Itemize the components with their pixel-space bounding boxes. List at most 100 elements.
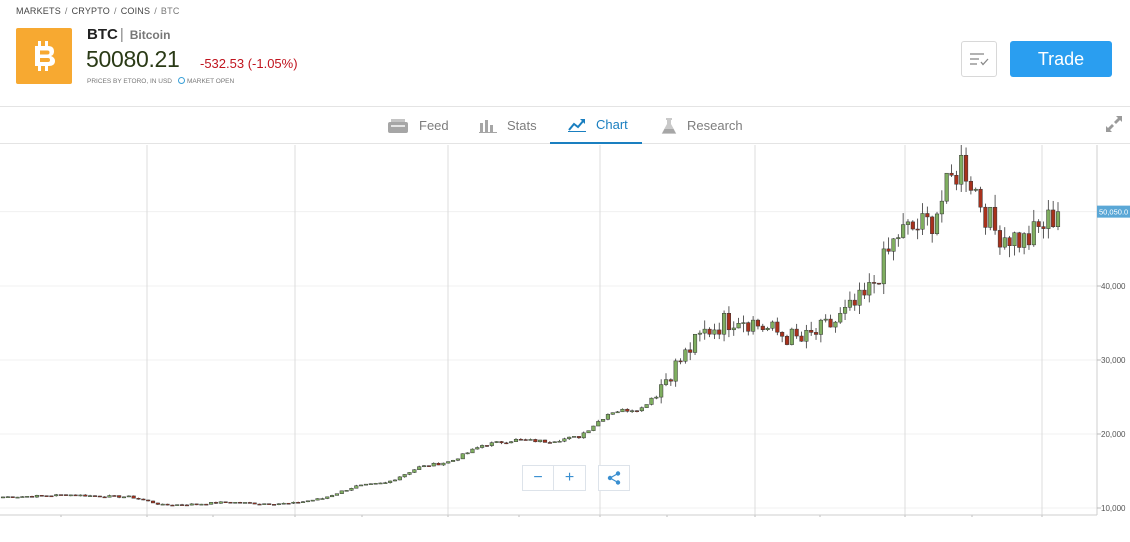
candle: [722, 310, 727, 342]
candle: [547, 441, 552, 444]
candle-body: [809, 329, 814, 333]
candle: [847, 291, 852, 311]
candle-body: [1007, 237, 1012, 246]
candle-body: [843, 307, 848, 314]
tab-stats-label: Stats: [507, 118, 537, 133]
candle: [581, 431, 586, 439]
candle: [363, 483, 369, 486]
candle-body: [596, 421, 601, 427]
candle-body: [504, 442, 509, 445]
candle: [533, 438, 538, 443]
fullscreen-button[interactable]: [1106, 116, 1122, 137]
candle: [542, 439, 548, 443]
candle: [659, 379, 664, 404]
candle: [136, 497, 141, 500]
tab-stats[interactable]: Stats: [479, 107, 537, 144]
candle: [828, 314, 833, 328]
candle: [296, 501, 301, 504]
tab-chart[interactable]: Chart: [550, 107, 642, 144]
watchlist-icon: [970, 53, 989, 66]
candle: [668, 378, 673, 386]
candle: [997, 225, 1002, 255]
stats-icon: [479, 119, 497, 133]
candle: [809, 321, 814, 336]
tab-research[interactable]: Research: [661, 107, 743, 144]
candle-body: [760, 325, 765, 331]
trade-button[interactable]: Trade: [1010, 41, 1112, 77]
zoom-in-button[interactable]: +: [554, 465, 586, 491]
candle: [712, 323, 717, 340]
candle-body: [823, 318, 828, 321]
candle-body: [997, 230, 1002, 248]
candle: [751, 316, 756, 335]
candle-body: [54, 494, 59, 497]
candle: [49, 495, 54, 498]
candle: [39, 495, 44, 497]
candle-body: [886, 248, 891, 252]
breadcrumb-current: BTC: [160, 6, 180, 16]
candle-body: [49, 495, 54, 498]
candle: [175, 504, 180, 506]
candle: [310, 499, 315, 502]
candle-body: [925, 213, 930, 218]
candle: [339, 490, 344, 494]
candle-body: [707, 328, 712, 335]
candle: [34, 494, 39, 498]
candle-body: [683, 349, 688, 362]
candle: [204, 503, 209, 506]
candle: [784, 334, 790, 346]
candle-body: [354, 485, 359, 489]
candle: [378, 482, 383, 485]
candle-body: [460, 453, 465, 460]
candle: [305, 500, 310, 503]
candle-body: [378, 482, 383, 485]
candle-body: [692, 333, 698, 353]
candle-body: [755, 319, 761, 327]
candle-body: [368, 483, 373, 485]
candle: [349, 487, 354, 491]
candle-body: [170, 504, 175, 507]
price-chart[interactable]: 14Sept14Oct14Nov14Dec14202114Feb14Mar10,…: [0, 145, 1130, 517]
candle: [605, 413, 610, 421]
breadcrumb-separator: /: [114, 6, 117, 16]
candle-body: [862, 289, 867, 296]
candle: [557, 439, 562, 443]
candle-body: [838, 313, 843, 323]
zoom-out-button[interactable]: −: [522, 465, 554, 491]
candle-body: [228, 501, 233, 504]
candle-body: [218, 501, 223, 504]
candle-body: [949, 172, 954, 176]
candle-body: [964, 154, 969, 182]
candle: [1041, 221, 1046, 239]
candle-body: [518, 439, 523, 441]
candle-body: [1055, 211, 1061, 228]
candle: [702, 320, 707, 340]
breadcrumb-crypto[interactable]: CRYPTO: [71, 6, 110, 16]
share-button[interactable]: [598, 465, 630, 491]
candle-body: [1017, 232, 1022, 248]
candle-body: [209, 502, 214, 505]
candle-body: [180, 504, 185, 506]
candle: [654, 395, 659, 400]
candle-body: [330, 495, 335, 498]
candle-body: [736, 323, 741, 329]
candle-body: [262, 503, 267, 505]
tab-feed[interactable]: Feed: [387, 107, 449, 144]
candle-body: [83, 494, 88, 497]
candle: [97, 495, 102, 498]
candle: [78, 494, 83, 497]
watchlist-button[interactable]: [961, 41, 997, 77]
market-status: MARKET OPEN: [187, 78, 235, 85]
candle-body: [591, 425, 596, 431]
candle: [586, 430, 591, 434]
candle-body: [388, 480, 393, 483]
candle: [838, 307, 843, 324]
instrument-header: BTC | Bitcoin: [87, 26, 170, 43]
breadcrumb-markets[interactable]: MARKETS: [16, 6, 61, 16]
candle: [213, 501, 218, 504]
candle-body: [44, 495, 49, 497]
candle: [83, 494, 88, 497]
candle: [905, 219, 911, 235]
breadcrumb-coins[interactable]: COINS: [120, 6, 151, 16]
chart-grid: [0, 145, 1097, 515]
